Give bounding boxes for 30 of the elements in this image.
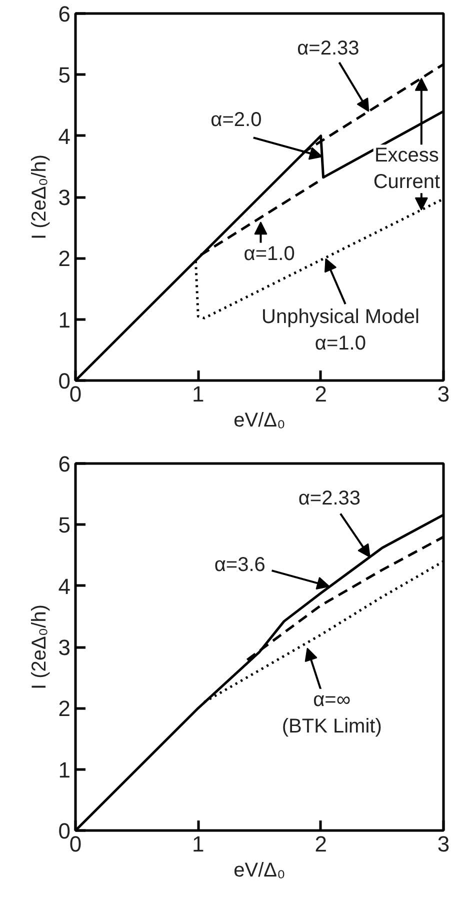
x-tick-label: 2 [314, 382, 327, 406]
y-tick-label: 4 [58, 124, 71, 149]
y-tick-label: 6 [58, 452, 71, 476]
y-tick-label: 2 [58, 246, 71, 272]
y-tick-label: 4 [58, 574, 71, 599]
annotation: α=∞ (BTK Limit) [282, 688, 382, 738]
annotation: Unphysical Model α=1.0 [262, 306, 420, 355]
annotation: Excess Current [373, 144, 440, 194]
x-axis-title: eV/Δ₀ [234, 410, 286, 432]
x-tick-label: 1 [192, 832, 204, 856]
y-tick-label: 3 [58, 635, 71, 660]
y-tick-label: 2 [58, 696, 71, 722]
y-tick-label: 5 [58, 512, 71, 538]
annotation: α=1.0 [244, 242, 295, 265]
x-axis-title: eV/Δ₀ [234, 860, 286, 882]
y-axis-title: I (2eΔ₀/h) [28, 604, 50, 690]
y-tick-label: 6 [58, 2, 71, 26]
y-axis-title: I (2eΔ₀/h) [28, 154, 50, 240]
annotation: α=2.33 [297, 37, 360, 60]
y-tick-label: 5 [58, 62, 71, 88]
y-tick-label: 1 [58, 307, 71, 332]
x-tick-label: 3 [437, 832, 450, 856]
x-tick-label: 2 [314, 832, 327, 856]
annotation: α=2.0 [210, 108, 262, 131]
x-tick-label: 3 [437, 382, 450, 406]
annotation: α=3.6 [214, 554, 266, 576]
y-tick-label: 3 [58, 185, 71, 210]
x-tick-label: 1 [192, 382, 204, 406]
y-tick-label: 1 [58, 757, 71, 782]
annotation: α=2.33 [298, 487, 361, 510]
